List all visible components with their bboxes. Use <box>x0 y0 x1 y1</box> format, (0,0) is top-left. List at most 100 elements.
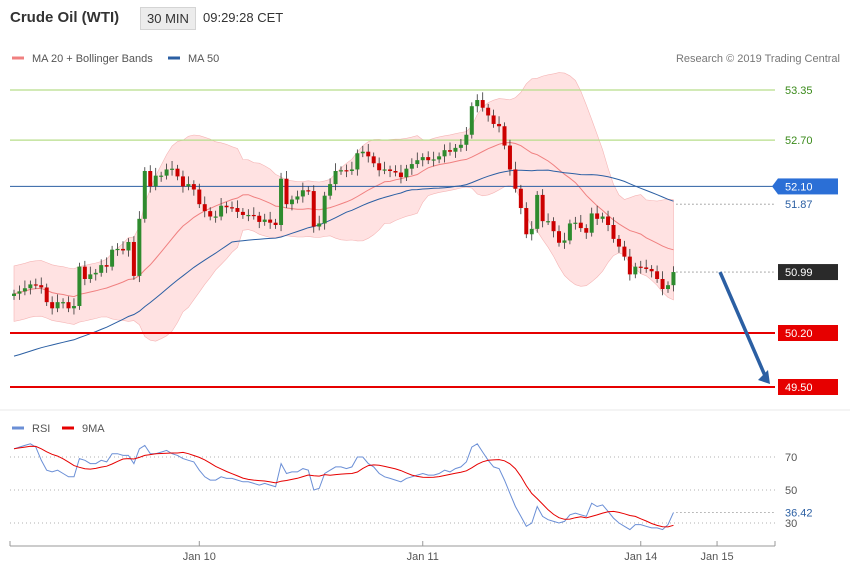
candle-body <box>584 228 589 233</box>
candle-body <box>17 291 22 294</box>
candle-body <box>431 159 436 161</box>
candle-body <box>344 170 349 172</box>
candle-body <box>224 205 229 208</box>
credit-label: Research © 2019 Trading Central <box>676 53 840 65</box>
candle-body <box>322 195 327 224</box>
candle-body <box>39 285 44 288</box>
time-axis-labels: Jan 10 Jan 11 Jan 14 Jan 15 <box>9 541 776 563</box>
candle-body <box>50 302 55 309</box>
level-badge-50.99 <box>778 264 838 281</box>
level-badge-pointer-52.10 <box>772 178 778 195</box>
level-label-49.50: 49.50 <box>785 382 813 394</box>
candle-body <box>257 215 262 222</box>
time-label-Jan-15: Jan 15 <box>701 551 734 563</box>
candle-body <box>660 279 665 290</box>
candle-body <box>507 145 512 170</box>
candle-body <box>491 115 496 124</box>
candle-body <box>606 216 611 225</box>
rsi-ma-legend-label: 9MA <box>82 423 105 435</box>
candle-body <box>409 164 414 169</box>
candle-body <box>115 248 120 251</box>
candle-body <box>230 207 234 209</box>
candle-body <box>213 216 218 218</box>
candle-body <box>578 222 583 229</box>
level-label-52.70: 52.70 <box>785 135 813 147</box>
rsi-ma-line <box>13 445 674 528</box>
candle-body <box>355 153 360 170</box>
candle-body <box>284 178 289 205</box>
candle-body <box>175 168 180 177</box>
ma20-legend-label: MA 20 + Bollinger Bands <box>32 53 153 65</box>
candle-body <box>638 266 643 268</box>
level-label-50.20: 50.20 <box>785 328 813 340</box>
candle-body <box>393 171 398 173</box>
candle-body <box>448 150 452 152</box>
candle-body <box>311 191 316 227</box>
candle-body <box>529 228 534 235</box>
candle-body <box>589 213 594 233</box>
candle-body <box>458 144 463 148</box>
candle-body <box>666 285 670 290</box>
candle-body <box>33 284 38 286</box>
rsi-last-label: 36.42 <box>785 507 813 519</box>
candle-body <box>475 100 480 107</box>
candle-body <box>159 175 164 177</box>
candle-body <box>22 288 27 292</box>
candle-body <box>191 184 196 190</box>
candle-body <box>202 204 207 212</box>
candle-body <box>616 238 621 247</box>
candle-body <box>88 274 93 279</box>
candle-body <box>148 171 153 187</box>
candle-body <box>77 266 82 306</box>
candle-body <box>251 214 256 217</box>
candle-body <box>328 184 333 196</box>
level-label-52.10: 52.10 <box>785 181 813 193</box>
candle-body <box>671 272 676 286</box>
candle-body <box>655 271 660 279</box>
header-bar: Crude Oil (WTI) 30 MIN 09:29:28 CET <box>0 0 850 37</box>
candle-body <box>644 267 649 269</box>
candle-body <box>382 169 387 171</box>
candle-body <box>453 147 458 152</box>
candle-body <box>497 123 502 127</box>
ma20-line <box>13 141 674 298</box>
timeframe-button[interactable]: 30 MIN <box>140 7 196 30</box>
candle-body <box>28 284 33 289</box>
candle-body <box>306 190 311 192</box>
candle-body <box>649 268 654 272</box>
time-label-Jan-14: Jan 14 <box>624 551 657 563</box>
rsi-tick-30: 30 <box>785 518 797 530</box>
candle-body <box>246 214 251 217</box>
candle-body <box>567 223 572 241</box>
time-label-Jan-10: Jan 10 <box>183 551 216 563</box>
instrument-title: Crude Oil (WTI) <box>10 9 120 26</box>
candle-body <box>219 205 224 217</box>
candle-body <box>82 266 87 279</box>
candle-body <box>595 213 600 219</box>
candle-body <box>273 222 278 225</box>
candle-body <box>126 241 131 251</box>
candle-body <box>398 172 403 178</box>
candle-body <box>426 157 431 161</box>
candle-body <box>268 219 273 223</box>
candle-body <box>622 246 627 257</box>
candle-body <box>164 169 169 176</box>
rsi-legend-label: RSI <box>32 423 50 435</box>
forecast-arrow-line <box>718 271 768 379</box>
candle-body <box>557 231 561 243</box>
candle-body <box>633 266 638 275</box>
candle-body <box>551 221 556 232</box>
rsi-tick-50: 50 <box>785 485 797 497</box>
candle-body <box>377 163 382 171</box>
candle-body <box>71 306 76 309</box>
level-badge-52.10 <box>778 178 838 195</box>
timestamp: 09:29:28 CET <box>203 10 284 25</box>
candle-body <box>44 287 49 303</box>
candle-body <box>573 222 578 224</box>
candle-body <box>93 272 98 275</box>
level-label-53.35: 53.35 <box>785 85 813 97</box>
candle-body <box>142 171 147 219</box>
candle-body <box>611 225 616 239</box>
candle-body <box>197 189 202 205</box>
candle-body <box>295 196 300 200</box>
